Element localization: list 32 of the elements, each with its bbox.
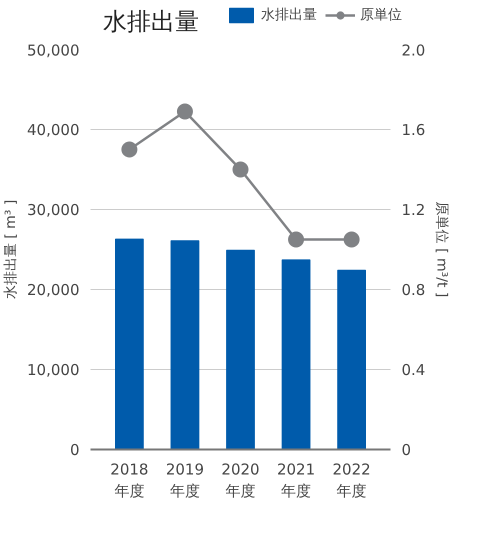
x-tick-label: 2020 年度 <box>221 460 260 500</box>
point <box>176 104 193 120</box>
x-tick-label: 2018 年度 <box>110 460 148 500</box>
chart-title: 水排出量 <box>103 8 200 36</box>
point <box>344 232 360 248</box>
x-tick-label: 2021 年度 <box>276 460 316 500</box>
point <box>121 142 138 158</box>
y2-tick-label: 2.0 <box>402 42 426 60</box>
bar <box>170 240 200 450</box>
legend-label: 原単位 <box>360 6 402 24</box>
legend-label: 水排出量 <box>261 6 317 24</box>
y2-tick-label: 0 <box>402 441 412 459</box>
y-axis-title: 水排出量 [ m³ ] <box>3 200 20 300</box>
x-tick-label: 2019 年度 <box>166 460 204 500</box>
bar <box>282 259 310 450</box>
bar <box>226 250 255 450</box>
y-tick-label: 0 <box>70 441 80 459</box>
y2-axis-title: 原単位 [ m³/t ] <box>433 202 450 298</box>
y2-tick-label: 0.4 <box>402 361 426 379</box>
bar <box>337 270 366 450</box>
y-tick-label: 20,000 <box>27 281 80 299</box>
y2-tick-label: 1.2 <box>402 201 426 219</box>
bar <box>115 238 144 450</box>
y2-tick-label: 0.8 <box>402 281 426 299</box>
y-tick-label: 50,000 <box>27 42 80 60</box>
y-tick-label: 30,000 <box>27 201 80 219</box>
y2-tick-label: 1.6 <box>402 121 426 139</box>
y-tick-label: 10,000 <box>27 361 80 379</box>
point <box>232 162 248 178</box>
x-tick-label: 2022 年度 <box>332 460 371 500</box>
point <box>288 232 304 248</box>
y-tick-label: 40,000 <box>27 121 80 139</box>
